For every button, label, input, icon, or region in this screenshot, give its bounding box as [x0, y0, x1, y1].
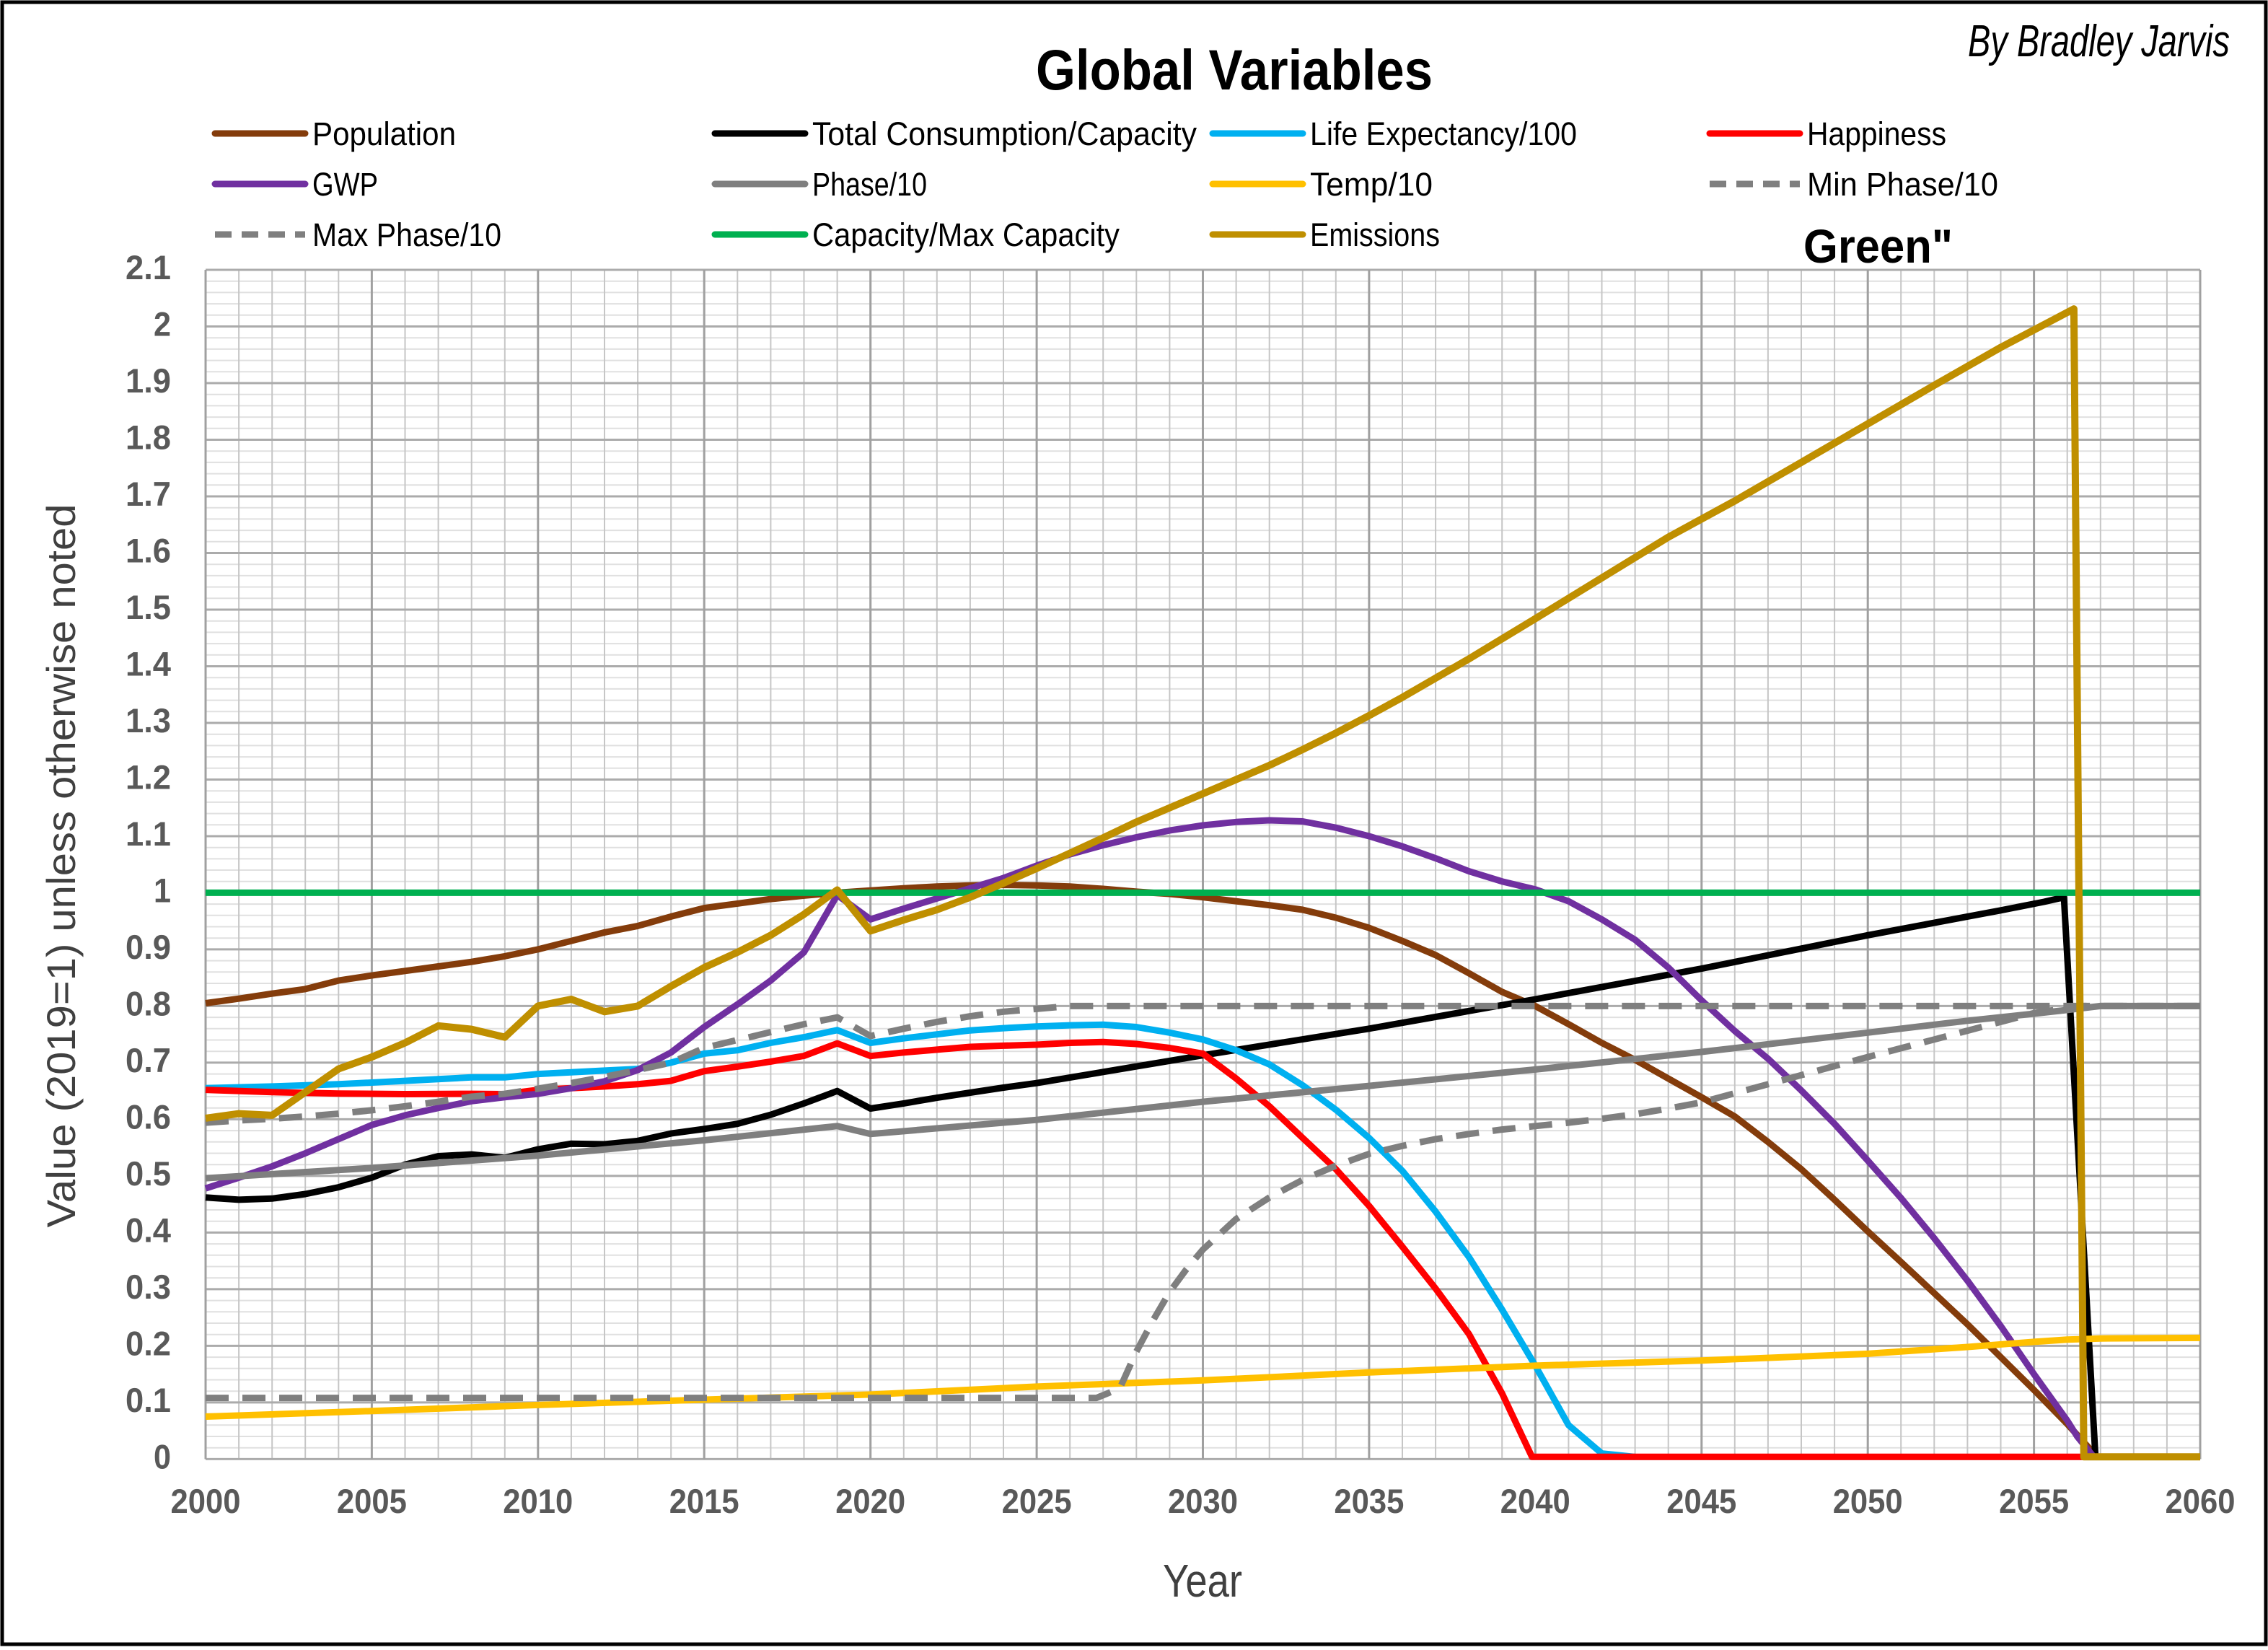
svg-text:0.1: 0.1: [126, 1381, 171, 1419]
svg-text:Global Variables: Global Variables: [1036, 38, 1433, 102]
svg-text:Population: Population: [312, 115, 456, 152]
svg-text:Emissions: Emissions: [1310, 216, 1440, 253]
svg-text:1.9: 1.9: [126, 361, 171, 400]
svg-text:0.9: 0.9: [126, 928, 171, 966]
svg-text:Min Phase/10: Min Phase/10: [1807, 166, 1998, 203]
svg-text:0.2: 0.2: [126, 1324, 171, 1362]
svg-text:Green": Green": [1803, 219, 1953, 273]
svg-text:2: 2: [154, 305, 171, 343]
svg-text:0.6: 0.6: [126, 1097, 171, 1136]
svg-text:1.5: 1.5: [126, 588, 171, 626]
svg-text:1: 1: [154, 871, 171, 909]
svg-text:1.3: 1.3: [126, 701, 171, 740]
svg-text:2025: 2025: [1002, 1482, 1072, 1520]
svg-text:1.8: 1.8: [126, 418, 171, 457]
svg-text:Life Expectancy/100: Life Expectancy/100: [1310, 115, 1577, 152]
svg-text:Capacity/Max Capacity: Capacity/Max Capacity: [812, 216, 1120, 253]
svg-text:0: 0: [154, 1437, 171, 1475]
svg-text:2005: 2005: [337, 1482, 407, 1520]
svg-text:0.8: 0.8: [126, 984, 171, 1022]
svg-text:2000: 2000: [171, 1482, 241, 1520]
svg-text:Temp/10: Temp/10: [1310, 166, 1433, 203]
svg-text:2030: 2030: [1168, 1482, 1238, 1520]
svg-text:2.1: 2.1: [126, 248, 171, 286]
svg-text:2055: 2055: [1999, 1482, 2069, 1520]
svg-text:0.3: 0.3: [126, 1268, 171, 1306]
svg-text:GWP: GWP: [312, 166, 378, 203]
svg-text:Phase/10: Phase/10: [812, 166, 927, 203]
svg-text:By Bradley Jarvis: By Bradley Jarvis: [1968, 17, 2230, 66]
svg-text:1.7: 1.7: [126, 475, 171, 513]
svg-text:0.4: 0.4: [126, 1211, 171, 1249]
svg-text:2060: 2060: [2166, 1482, 2236, 1520]
svg-text:Happiness: Happiness: [1807, 115, 1946, 152]
svg-text:Max Phase/10: Max Phase/10: [312, 216, 501, 253]
svg-text:0.5: 0.5: [126, 1154, 171, 1193]
svg-text:2010: 2010: [503, 1482, 573, 1520]
svg-text:Value (2019=1) unless otherwis: Value (2019=1) unless otherwise noted: [38, 504, 84, 1228]
svg-text:2035: 2035: [1334, 1482, 1404, 1520]
svg-text:2020: 2020: [835, 1482, 905, 1520]
svg-text:2045: 2045: [1666, 1482, 1736, 1520]
svg-text:1.1: 1.1: [126, 815, 171, 853]
svg-text:1.4: 1.4: [126, 645, 171, 683]
svg-text:2050: 2050: [1833, 1482, 1903, 1520]
svg-text:Total Consumption/Capacity: Total Consumption/Capacity: [812, 115, 1197, 152]
svg-text:1.2: 1.2: [126, 758, 171, 797]
svg-text:2015: 2015: [669, 1482, 739, 1520]
svg-text:0.7: 0.7: [126, 1041, 171, 1079]
svg-text:2040: 2040: [1500, 1482, 1570, 1520]
svg-text:Year: Year: [1163, 1555, 1242, 1607]
svg-text:1.6: 1.6: [126, 532, 171, 570]
